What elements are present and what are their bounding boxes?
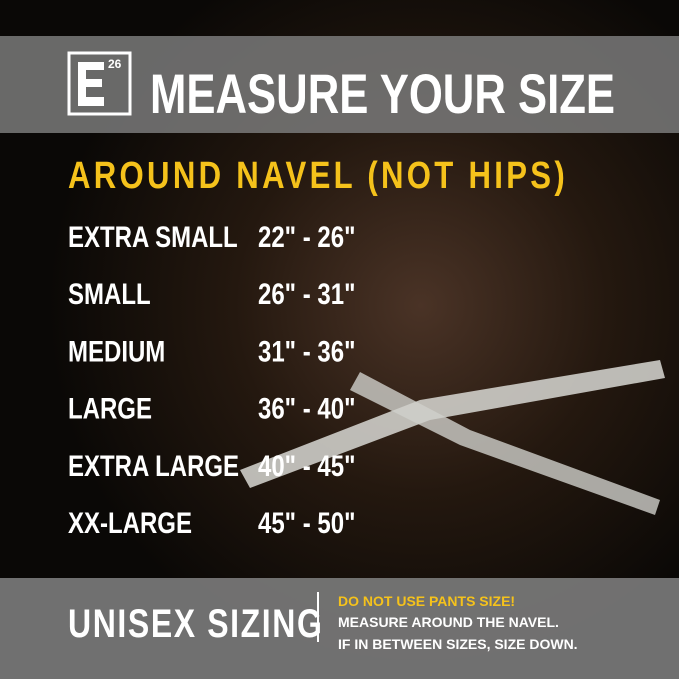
note: IF IN BETWEEN SIZES, SIZE DOWN. — [338, 636, 578, 652]
size-range: 26" - 31" — [258, 277, 355, 311]
logo-box — [67, 51, 132, 116]
tape — [240, 360, 665, 488]
size-range: 22" - 26" — [258, 219, 355, 253]
note: MEASURE AROUND THE NAVEL. — [338, 614, 559, 630]
logo-number: 26 — [108, 57, 122, 71]
size-name: LARGE — [68, 391, 152, 425]
footer-band — [0, 578, 679, 679]
size-name: EXTRA LARGE — [68, 448, 239, 482]
logo: 26 — [67, 51, 132, 116]
subtitle: AROUND NAVEL (NOT HIPS) — [68, 155, 568, 197]
footer-label: UNISEX SIZING — [68, 601, 323, 646]
title: MEASURE YOUR SIZE — [150, 63, 615, 125]
size-range: 31" - 36" — [258, 334, 355, 368]
size-range: 40" - 45" — [258, 448, 355, 482]
tape — [350, 372, 660, 515]
size-name: SMALL — [68, 277, 151, 311]
size-name: MEDIUM — [68, 334, 165, 368]
note-warning: DO NOT USE PANTS SIZE! — [338, 593, 515, 609]
size-name: XX-LARGE — [68, 505, 192, 539]
size-range: 36" - 40" — [258, 391, 355, 425]
size-table: EXTRA SMALL 22" - 26" SMALL 26" - 31" MEDIUM… — [68, 219, 355, 539]
size-range: 45" - 50" — [258, 505, 355, 539]
logo-e — [78, 62, 104, 106]
size-name: EXTRA SMALL — [68, 219, 238, 253]
